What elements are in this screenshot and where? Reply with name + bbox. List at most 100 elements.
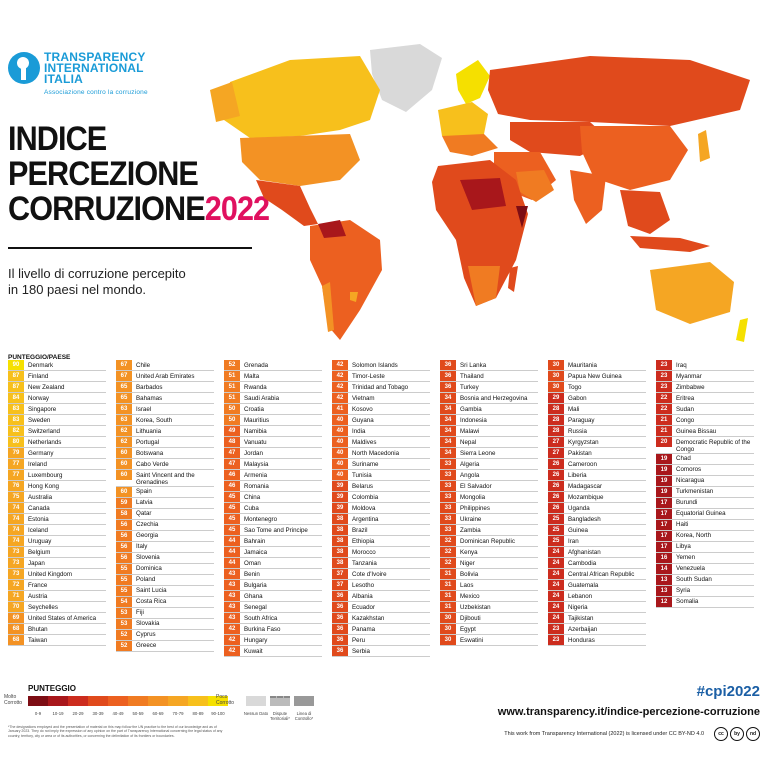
country-name: Yemen xyxy=(676,554,696,561)
country-name: Cameroon xyxy=(568,460,597,468)
country-score: 83 xyxy=(8,415,24,425)
country-score: 26 xyxy=(548,459,564,469)
list-item: 46 Romania xyxy=(224,481,322,492)
country-score: 39 xyxy=(332,503,348,513)
country-name: Nepal xyxy=(460,438,477,446)
list-item: 38 Ethiopia xyxy=(332,536,430,547)
country-score: 24 xyxy=(548,547,564,557)
list-item: 62 Lithuania xyxy=(116,426,214,437)
country-name: Papua New Guinea xyxy=(568,372,622,380)
country-name: Timor-Leste xyxy=(352,372,385,380)
country-name: Cambodia xyxy=(568,559,597,567)
country-score: 42 xyxy=(224,646,240,656)
country-name: Netherlands xyxy=(28,438,62,446)
list-item: 50 Mauritius xyxy=(224,415,322,426)
country-score: 36 xyxy=(440,360,456,370)
map-russia xyxy=(488,56,750,126)
country-name: Jordan xyxy=(244,449,263,457)
website-url[interactable]: www.transparency.it/indice-percezione-co… xyxy=(497,706,760,718)
country-name: Guyana xyxy=(352,416,374,424)
list-item: 56 Czechia xyxy=(116,519,214,531)
country-score: 42 xyxy=(332,360,348,370)
country-name: Haiti xyxy=(676,521,689,528)
list-item: 60 Botswana xyxy=(116,448,214,459)
map-chile xyxy=(322,282,334,332)
list-item: 19 Turkmenistan xyxy=(656,486,754,498)
country-name: Korea, North xyxy=(676,532,712,539)
country-score: 26 xyxy=(548,492,564,502)
country-name: Romania xyxy=(244,482,269,490)
country-score: 36 xyxy=(440,371,456,381)
legend-swatch xyxy=(48,696,68,706)
country-score: 67 xyxy=(116,371,132,381)
by-icon: by xyxy=(730,727,744,741)
list-item: 33 Mongolia xyxy=(440,492,538,503)
list-item: 71 Austria xyxy=(8,591,106,602)
country-name: France xyxy=(28,581,48,589)
map-alaska xyxy=(210,82,240,122)
country-name: Russia xyxy=(568,427,587,435)
country-score: 38 xyxy=(332,514,348,524)
country-name: Zimbabwe xyxy=(676,383,705,391)
page-title: INDICE PERCEZIONE CORRUZIONE2022 xyxy=(8,120,270,227)
list-item: 32 Niger xyxy=(440,558,538,569)
list-item: 53 Slovakia xyxy=(116,618,214,630)
list-item: 39 Colombia xyxy=(332,492,430,503)
country-name: Guinea xyxy=(568,526,588,534)
list-item: 87 New Zealand xyxy=(8,382,106,393)
country-score: 54 xyxy=(116,596,132,607)
country-score: 27 xyxy=(548,448,564,458)
list-item: 36 Albania xyxy=(332,591,430,602)
map-western-europe xyxy=(438,102,488,144)
legend-swatch xyxy=(188,696,208,706)
country-score: 17 xyxy=(656,541,672,552)
country-name: Czechia xyxy=(136,521,159,528)
list-item: 17 Haiti xyxy=(656,519,754,531)
legend-low-label: Molto Corrotto xyxy=(4,694,23,706)
list-item: 24 Lebanon xyxy=(548,591,646,602)
list-item: 90 Denmark xyxy=(8,360,106,371)
list-item: 23 Myanmar xyxy=(656,371,754,382)
country-name: Kyrgyzstan xyxy=(568,438,599,446)
legend-range-label: 50-59 xyxy=(132,711,144,716)
country-score: 40 xyxy=(332,437,348,447)
list-item: 43 Benin xyxy=(224,569,322,580)
list-item: 40 Tunisia xyxy=(332,470,430,481)
map-indonesia xyxy=(630,236,710,252)
country-name: Suriname xyxy=(352,460,379,468)
country-name: Brazil xyxy=(352,526,368,534)
country-score: 62 xyxy=(116,426,132,436)
title-line1: INDICE xyxy=(8,120,107,158)
list-item: 33 Angola xyxy=(440,470,538,481)
list-item: 47 Jordan xyxy=(224,448,322,459)
country-score: 26 xyxy=(548,470,564,480)
list-item: 53 Fiji xyxy=(116,607,214,619)
country-score: 37 xyxy=(332,580,348,590)
country-name: Iceland xyxy=(28,526,48,534)
list-item: 33 Ukraine xyxy=(440,514,538,525)
country-score: 13 xyxy=(656,585,672,596)
country-name: Albania xyxy=(352,592,373,600)
country-name: Kuwait xyxy=(244,647,263,655)
country-name: Libya xyxy=(676,543,691,550)
country-name: Israel xyxy=(136,405,152,413)
country-name: Lebanon xyxy=(568,592,593,600)
map-saudi xyxy=(516,170,554,202)
country-score: 45 xyxy=(224,492,240,502)
legend-ticks: 0-9 10-19 20-29 30-39 40-49 50-59 60-69 70-79 80… xyxy=(28,711,228,716)
country-name: Italy xyxy=(136,543,148,550)
country-score: 27 xyxy=(548,437,564,447)
country-name: Serbia xyxy=(352,647,370,655)
country-score: 73 xyxy=(8,547,24,557)
country-score: 23 xyxy=(548,624,564,634)
country-score: 49 xyxy=(224,426,240,436)
country-score: 55 xyxy=(116,574,132,585)
list-item: 74 Estonia xyxy=(8,514,106,525)
list-item: 36 Sri Lanka xyxy=(440,360,538,371)
country-name: Kenya xyxy=(460,548,478,556)
country-name: Mozambique xyxy=(568,493,604,501)
country-score: 40 xyxy=(332,459,348,469)
country-score: 28 xyxy=(548,426,564,436)
country-score: 33 xyxy=(440,514,456,524)
country-name: Korea, South xyxy=(136,416,173,424)
